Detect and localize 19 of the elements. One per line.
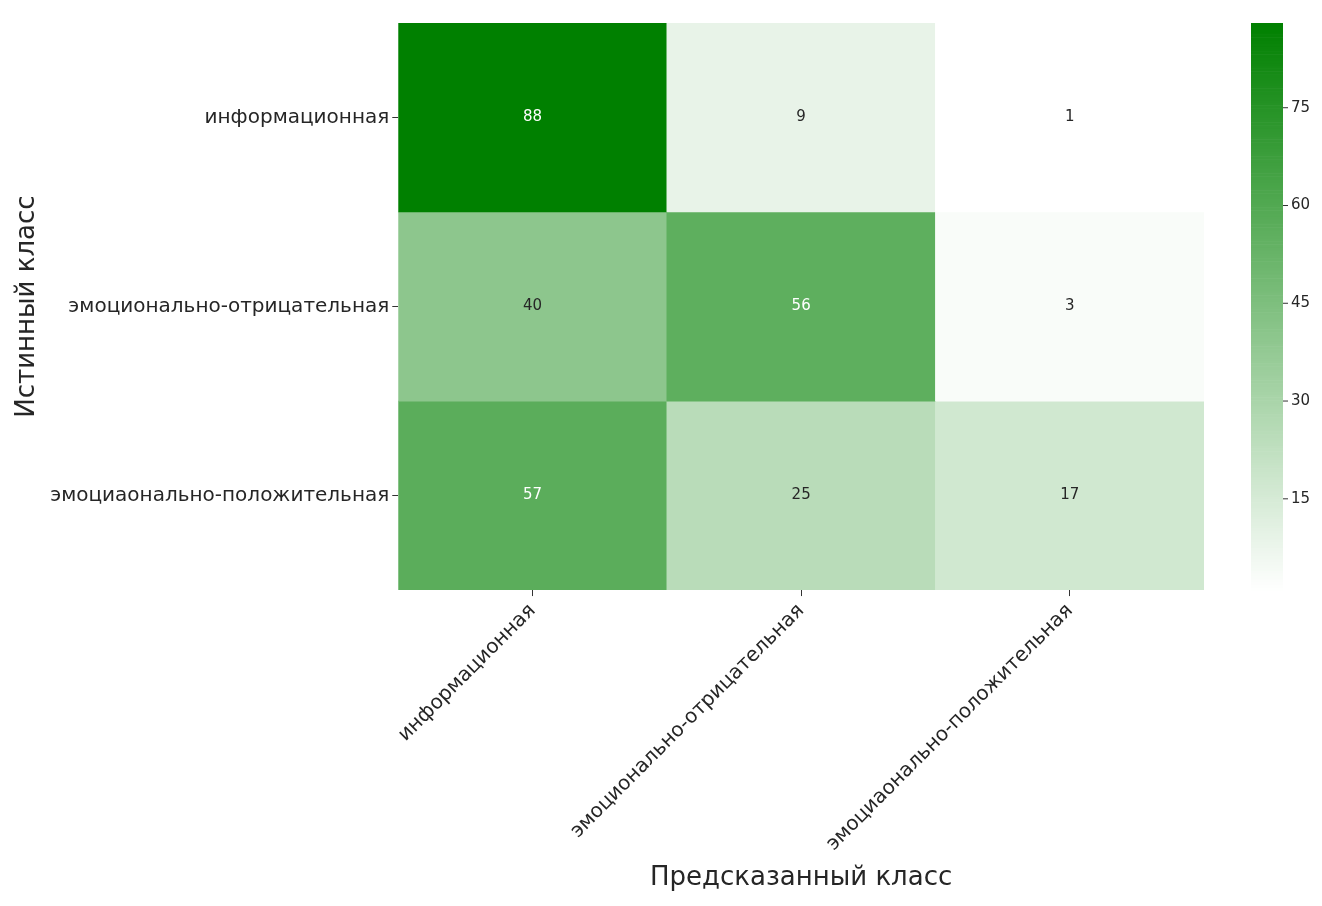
color-bar-label: 45 [1291, 293, 1311, 312]
color-bar-label: 60 [1291, 195, 1311, 214]
data-label: 57 [523, 485, 543, 504]
data-label: 25 [791, 485, 811, 504]
y-tick-label: эмоциаонально-положительная [50, 481, 390, 506]
y-tick-label: эмоционально-отрицательная [68, 292, 390, 317]
color-bar-label: 30 [1291, 390, 1311, 409]
color-bar-label: 15 [1291, 488, 1311, 507]
data-label: 88 [523, 107, 543, 126]
y-tick-label: информационная [204, 103, 390, 128]
data-label: 1 [1064, 107, 1075, 126]
data-label: 9 [796, 107, 806, 126]
data-label: 3 [1064, 296, 1075, 315]
data-label: 56 [791, 296, 811, 315]
color-bar-label: 75 [1291, 97, 1311, 116]
data-label: 17 [1060, 485, 1080, 504]
x-axis-title: Предсказанный класс [650, 861, 953, 892]
data-label: 40 [523, 296, 543, 315]
y-axis-title: Истинный класс [10, 195, 41, 418]
